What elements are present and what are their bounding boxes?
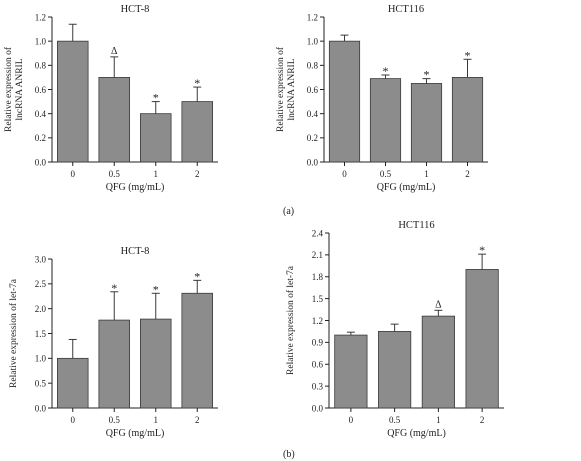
x-tick-label: 0 (342, 169, 347, 179)
bar (465, 269, 499, 409)
y-tick-label: 1.2 (312, 316, 323, 326)
x-tick-label: 0.5 (380, 169, 392, 179)
significance-marker: * (383, 64, 389, 78)
significance-marker: * (479, 243, 485, 257)
chart-title: HCT116 (398, 220, 434, 231)
x-tick-label: 2 (480, 415, 485, 425)
bar (328, 40, 361, 163)
x-tick-label: 1 (424, 169, 429, 179)
y-tick-label: 0.5 (35, 378, 47, 388)
y-tick-label: 0.3 (312, 381, 324, 391)
y-tick-label: 3.0 (35, 254, 47, 264)
x-tick-label: 1 (154, 169, 159, 179)
chart-title: HCT116 (388, 4, 424, 15)
y-tick-label: 1.0 (307, 36, 319, 46)
x-axis-label: QFG (mg/mL) (106, 428, 165, 439)
y-tick-label: 0.0 (35, 403, 47, 413)
y-tick-label: 0.0 (35, 157, 47, 167)
significance-marker: Δ (111, 46, 118, 57)
chart-1: HCT116 0.0 0.2 0.4 0.6 0.8 1.0 1.2 Relative expr… (275, 4, 488, 193)
y-tick-label: 0.6 (307, 85, 319, 95)
bar (56, 357, 89, 409)
y-axis-label-line: Relative expression of (275, 46, 286, 132)
y-tick-label: 0.6 (312, 360, 324, 370)
significance-marker: * (111, 281, 117, 295)
y-axis-label-line: lncRNA ANRIL (287, 58, 297, 120)
y-axis-label-line: Relative expression of (3, 46, 14, 132)
y-tick-label: 0.2 (307, 133, 318, 143)
chart-2: HCT-8 0.0 0.5 1.0 1.5 2.0 2.5 3.0 Relative expre… (8, 246, 218, 439)
y-axis-label: Relative expression oflncRNA ANRIL (3, 46, 25, 132)
significance-marker: * (194, 269, 200, 283)
bar (56, 40, 89, 163)
y-axis-label-line: Relative expression of let-7a (285, 265, 296, 375)
significance-marker: * (465, 48, 471, 62)
y-tick-label: 1.5 (35, 329, 47, 339)
y-tick-label: 0.8 (307, 61, 319, 71)
chart-title: HCT-8 (121, 4, 150, 15)
y-tick-label: 0.2 (35, 133, 46, 143)
y-tick-label: 0.8 (35, 61, 47, 71)
bar (181, 101, 214, 163)
y-tick-label: 0.6 (35, 85, 47, 95)
y-tick-label: 0.4 (307, 109, 319, 119)
bar (369, 78, 402, 163)
y-tick-label: 0.0 (307, 157, 319, 167)
bar (139, 113, 172, 163)
bar (181, 292, 214, 409)
y-tick-label: 2.4 (312, 228, 324, 238)
y-axis-label: Relative expression of let-7a (8, 278, 19, 388)
y-axis-label: Relative expression of let-7a (285, 265, 296, 375)
y-tick-label: 2.1 (312, 250, 323, 260)
y-tick-label: 1.2 (307, 12, 318, 22)
y-tick-label: 1.8 (312, 272, 324, 282)
significance-marker: * (424, 68, 430, 82)
y-tick-label: 2.5 (35, 279, 47, 289)
x-tick-label: 0 (71, 415, 76, 425)
y-tick-label: 1.2 (35, 12, 46, 22)
bar (98, 319, 131, 409)
x-tick-label: 0.5 (109, 415, 121, 425)
y-tick-label: 1.0 (35, 36, 47, 46)
bar (139, 318, 172, 409)
bar (378, 331, 412, 409)
y-axis-label-line: Relative expression of let-7a (8, 278, 19, 388)
y-tick-label: 1.5 (312, 294, 324, 304)
bar (334, 334, 368, 409)
x-tick-label: 0.5 (389, 415, 401, 425)
x-axis-label: QFG (mg/mL) (106, 182, 165, 193)
y-tick-label: 0.9 (312, 338, 324, 348)
chart-3: HCT116 0.0 0.3 0.6 0.9 1.2 1.5 1.8 2.1 2.4 Relativ… (285, 220, 504, 439)
x-tick-label: 2 (195, 169, 200, 179)
chart-0: HCT-8 0.0 0.2 0.4 0.6 0.8 1.0 1.2 Relative expre… (3, 4, 218, 193)
x-axis-label: QFG (mg/mL) (387, 428, 446, 439)
panel-label-b: (b) (283, 449, 295, 460)
y-tick-label: 1.0 (35, 354, 47, 364)
x-axis-label: QFG (mg/mL) (377, 182, 436, 193)
bar (451, 77, 484, 163)
y-tick-label: 2.0 (35, 304, 47, 314)
x-tick-label: 0 (71, 169, 76, 179)
bar (410, 83, 443, 163)
significance-marker: Δ (435, 299, 442, 310)
y-tick-label: 0.0 (312, 403, 324, 413)
x-tick-label: 0 (349, 415, 354, 425)
y-tick-label: 0.4 (35, 109, 47, 119)
significance-marker: * (153, 282, 159, 296)
x-tick-label: 1 (154, 415, 159, 425)
bar (98, 77, 131, 163)
x-tick-label: 1 (436, 415, 441, 425)
y-axis-label-line: lncRNA ANRIL (15, 58, 25, 120)
y-axis-label: Relative expression oflncRNA ANRIL (275, 46, 297, 132)
panel-label-a: (a) (283, 206, 295, 217)
bar (421, 315, 455, 409)
significance-marker: * (153, 91, 159, 105)
x-tick-label: 2 (465, 169, 470, 179)
chart-title: HCT-8 (121, 246, 150, 257)
x-tick-label: 0.5 (109, 169, 121, 179)
significance-marker: * (194, 76, 200, 90)
x-tick-label: 2 (195, 415, 200, 425)
